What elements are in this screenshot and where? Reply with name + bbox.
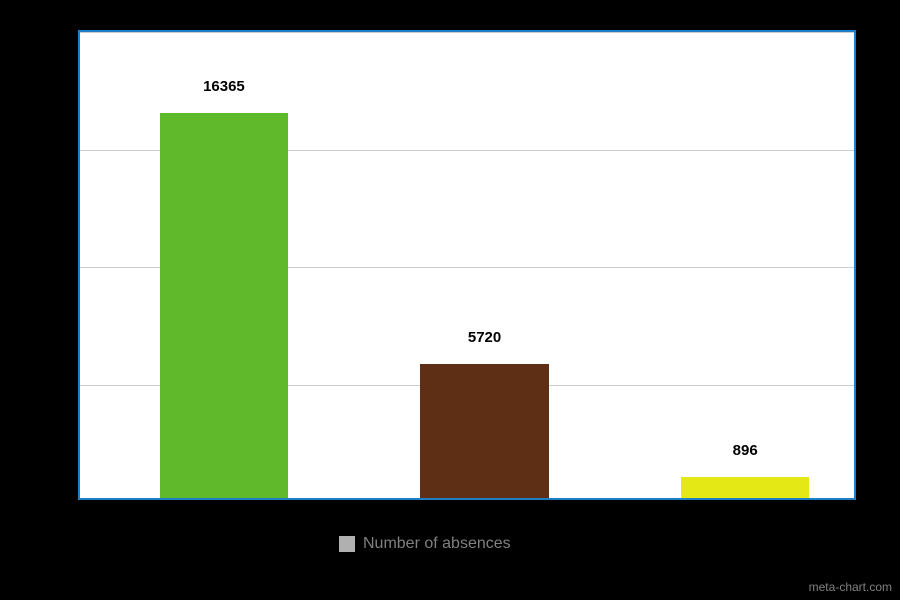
chart-plot-area: 16365 5720 896 xyxy=(78,30,856,500)
bar-value-label: 896 xyxy=(733,442,758,459)
bar xyxy=(681,477,809,498)
bar xyxy=(160,113,288,498)
bar-value-label: 5720 xyxy=(468,329,501,346)
legend-label: Number of absences xyxy=(363,535,511,553)
bar-value-label: 16365 xyxy=(203,78,245,95)
gridline xyxy=(80,32,854,33)
legend-swatch xyxy=(339,536,355,552)
legend: Number of absences xyxy=(339,535,511,553)
bar xyxy=(420,364,548,498)
attribution-text: meta-chart.com xyxy=(809,580,892,594)
